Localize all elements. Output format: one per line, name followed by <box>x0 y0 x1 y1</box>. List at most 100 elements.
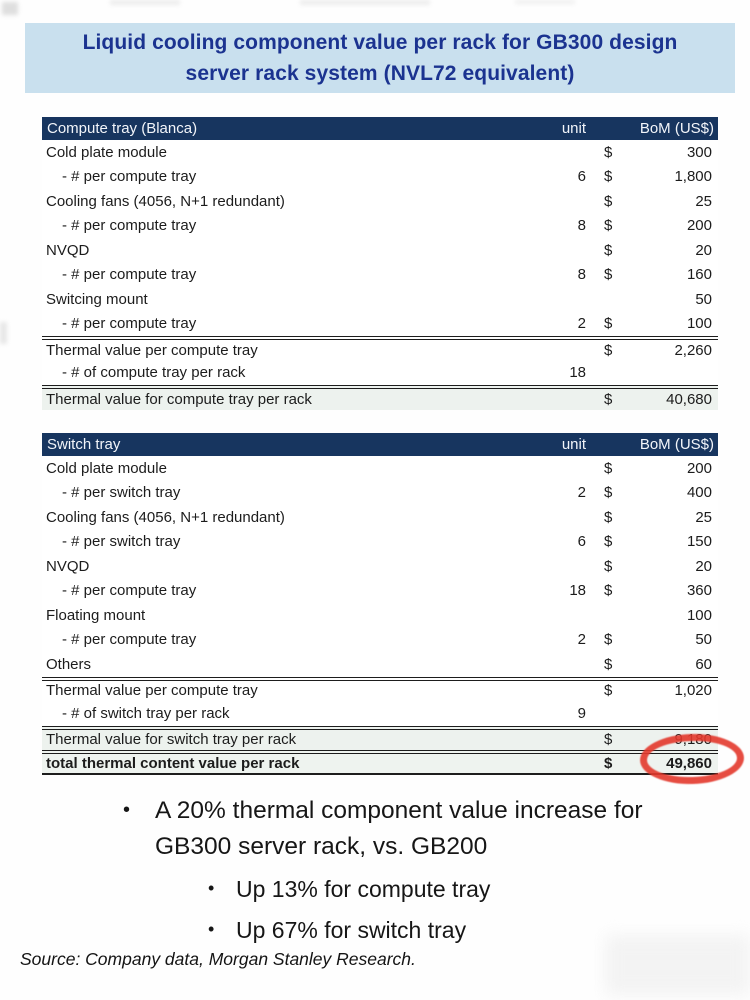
row-currency: $ <box>604 341 613 359</box>
table-row: Cooling fans (4056, N+1 redundant) $ 25 <box>42 189 718 214</box>
sub-bullet-text: Up 13% for compute tray <box>236 876 491 903</box>
row-value: 50 <box>695 631 712 649</box>
row-label: - # per compute tray <box>62 217 197 235</box>
row-currency: $ <box>604 168 613 186</box>
row-unit: 2 <box>577 484 586 502</box>
main-bullet-text: A 20% thermal component value increase f… <box>155 797 643 860</box>
row-label: Switcing mount <box>46 290 148 308</box>
row-value: 9,180 <box>674 731 712 749</box>
page-title: Liquid cooling component value per rack … <box>82 30 678 85</box>
bullet-icon: • <box>123 799 131 821</box>
row-unit: 18 <box>569 582 586 600</box>
row-unit: 9 <box>577 704 586 722</box>
source-note: Source: Company data, Morgan Stanley Res… <box>20 949 416 969</box>
row-value: 50 <box>695 290 712 308</box>
row-value: 1,020 <box>674 682 712 700</box>
scan-artifact <box>110 0 180 5</box>
table-row: - # per compute tray 18 $ 360 <box>42 578 718 603</box>
header-label: Compute tray (Blanca) <box>47 120 198 137</box>
compute-tray-table: Compute tray (Blanca) unit BoM (US$) Col… <box>42 117 718 410</box>
table-row: - # per compute tray 2 $ 50 <box>42 627 718 652</box>
row-currency: $ <box>604 315 613 333</box>
row-value: 49,860 <box>666 754 712 772</box>
row-value: 360 <box>686 582 712 600</box>
total-row: Thermal value for compute tray per rack … <box>42 385 718 410</box>
table-row: - # per compute tray 6 $ 1,800 <box>42 164 718 189</box>
row-unit: 6 <box>577 168 586 186</box>
row-value: 2,260 <box>674 341 712 359</box>
header-unit: unit <box>561 120 586 137</box>
row-value: 40,680 <box>666 390 712 408</box>
row-unit: 8 <box>577 217 586 235</box>
row-label: Cooling fans (4056, N+1 redundant) <box>46 192 285 210</box>
row-unit: 6 <box>577 533 586 551</box>
row-currency: $ <box>604 655 613 673</box>
table-row: - # per compute tray 2 $ 100 <box>42 311 718 336</box>
row-currency: $ <box>604 582 613 600</box>
row-value: 25 <box>695 508 712 526</box>
row-label: Others <box>46 655 92 673</box>
scan-artifact <box>300 0 430 5</box>
table-row: NVQD $ 20 <box>42 554 718 579</box>
scan-artifact <box>605 935 750 995</box>
row-unit: 2 <box>577 315 586 333</box>
row-value: 20 <box>695 241 712 259</box>
row-label: Cooling fans (4056, N+1 redundant) <box>46 508 285 526</box>
table-row: Others $ 60 <box>42 652 718 677</box>
main-bullet: • A 20% thermal component value increase… <box>123 793 663 864</box>
sub-bullet-text: Up 67% for switch tray <box>236 917 467 944</box>
notes-section: • A 20% thermal component value increase… <box>123 793 663 946</box>
bullet-icon: • <box>208 919 215 940</box>
scan-artifact <box>515 0 575 4</box>
row-label: - # per switch tray <box>62 484 181 502</box>
row-value: 25 <box>695 192 712 210</box>
row-currency: $ <box>604 533 613 551</box>
table-row: Cooling fans (4056, N+1 redundant) $ 25 <box>42 505 718 530</box>
row-currency: $ <box>604 217 613 235</box>
row-value: 150 <box>686 533 712 551</box>
row-unit: 8 <box>577 266 586 284</box>
row-label: Cold plate module <box>46 459 167 477</box>
row-value: 100 <box>686 315 712 333</box>
row-currency: $ <box>604 484 613 502</box>
row-value: 60 <box>695 655 712 673</box>
row-value: 100 <box>686 606 712 624</box>
row-currency: $ <box>604 754 613 772</box>
table-row: - # per compute tray 8 $ 200 <box>42 213 718 238</box>
subtotal-row: Thermal value per compute tray $ 2,260 <box>42 336 718 361</box>
row-value: 1,800 <box>674 168 712 186</box>
scan-artifact <box>2 2 18 15</box>
row-label: - # per compute tray <box>62 582 197 600</box>
scan-artifact <box>0 322 7 344</box>
switch-table-header: Switch tray unit BoM (US$) <box>42 433 718 456</box>
compute-table-header: Compute tray (Blanca) unit BoM (US$) <box>42 117 718 140</box>
row-label: - # per compute tray <box>62 266 197 284</box>
row-currency: $ <box>604 459 613 477</box>
row-label: Floating mount <box>46 606 146 624</box>
header-unit: unit <box>561 436 586 453</box>
row-label: NVQD <box>46 241 90 259</box>
grand-total-row: total thermal content value per rack $ 4… <box>42 750 718 775</box>
table-row: Floating mount 100 <box>42 603 718 628</box>
table-row: - # per switch tray 6 $ 150 <box>42 529 718 554</box>
row-currency: $ <box>604 241 613 259</box>
subtotal-row: Thermal value per compute tray $ 1,020 <box>42 676 718 701</box>
table-row: - # of switch tray per rack 9 <box>42 701 718 726</box>
row-label: Thermal value for compute tray per rack <box>46 390 312 408</box>
table-row: NVQD $ 20 <box>42 238 718 263</box>
row-value: 200 <box>686 459 712 477</box>
row-label: Thermal value for switch tray per rack <box>46 731 297 749</box>
sub-bullet: • Up 13% for compute tray <box>208 873 663 905</box>
table-row: - # of compute tray per rack 18 <box>42 360 718 385</box>
row-currency: $ <box>604 557 613 575</box>
header-bom: BoM (US$) <box>639 120 714 137</box>
row-currency: $ <box>604 731 613 749</box>
total-row: Thermal value for switch tray per rack $… <box>42 725 718 750</box>
row-unit: 2 <box>577 631 586 649</box>
table-row: - # per switch tray 2 $ 400 <box>42 480 718 505</box>
row-label: Thermal value per compute tray <box>46 341 258 359</box>
row-currency: $ <box>604 631 613 649</box>
row-currency: $ <box>604 143 613 161</box>
row-value: 200 <box>686 217 712 235</box>
